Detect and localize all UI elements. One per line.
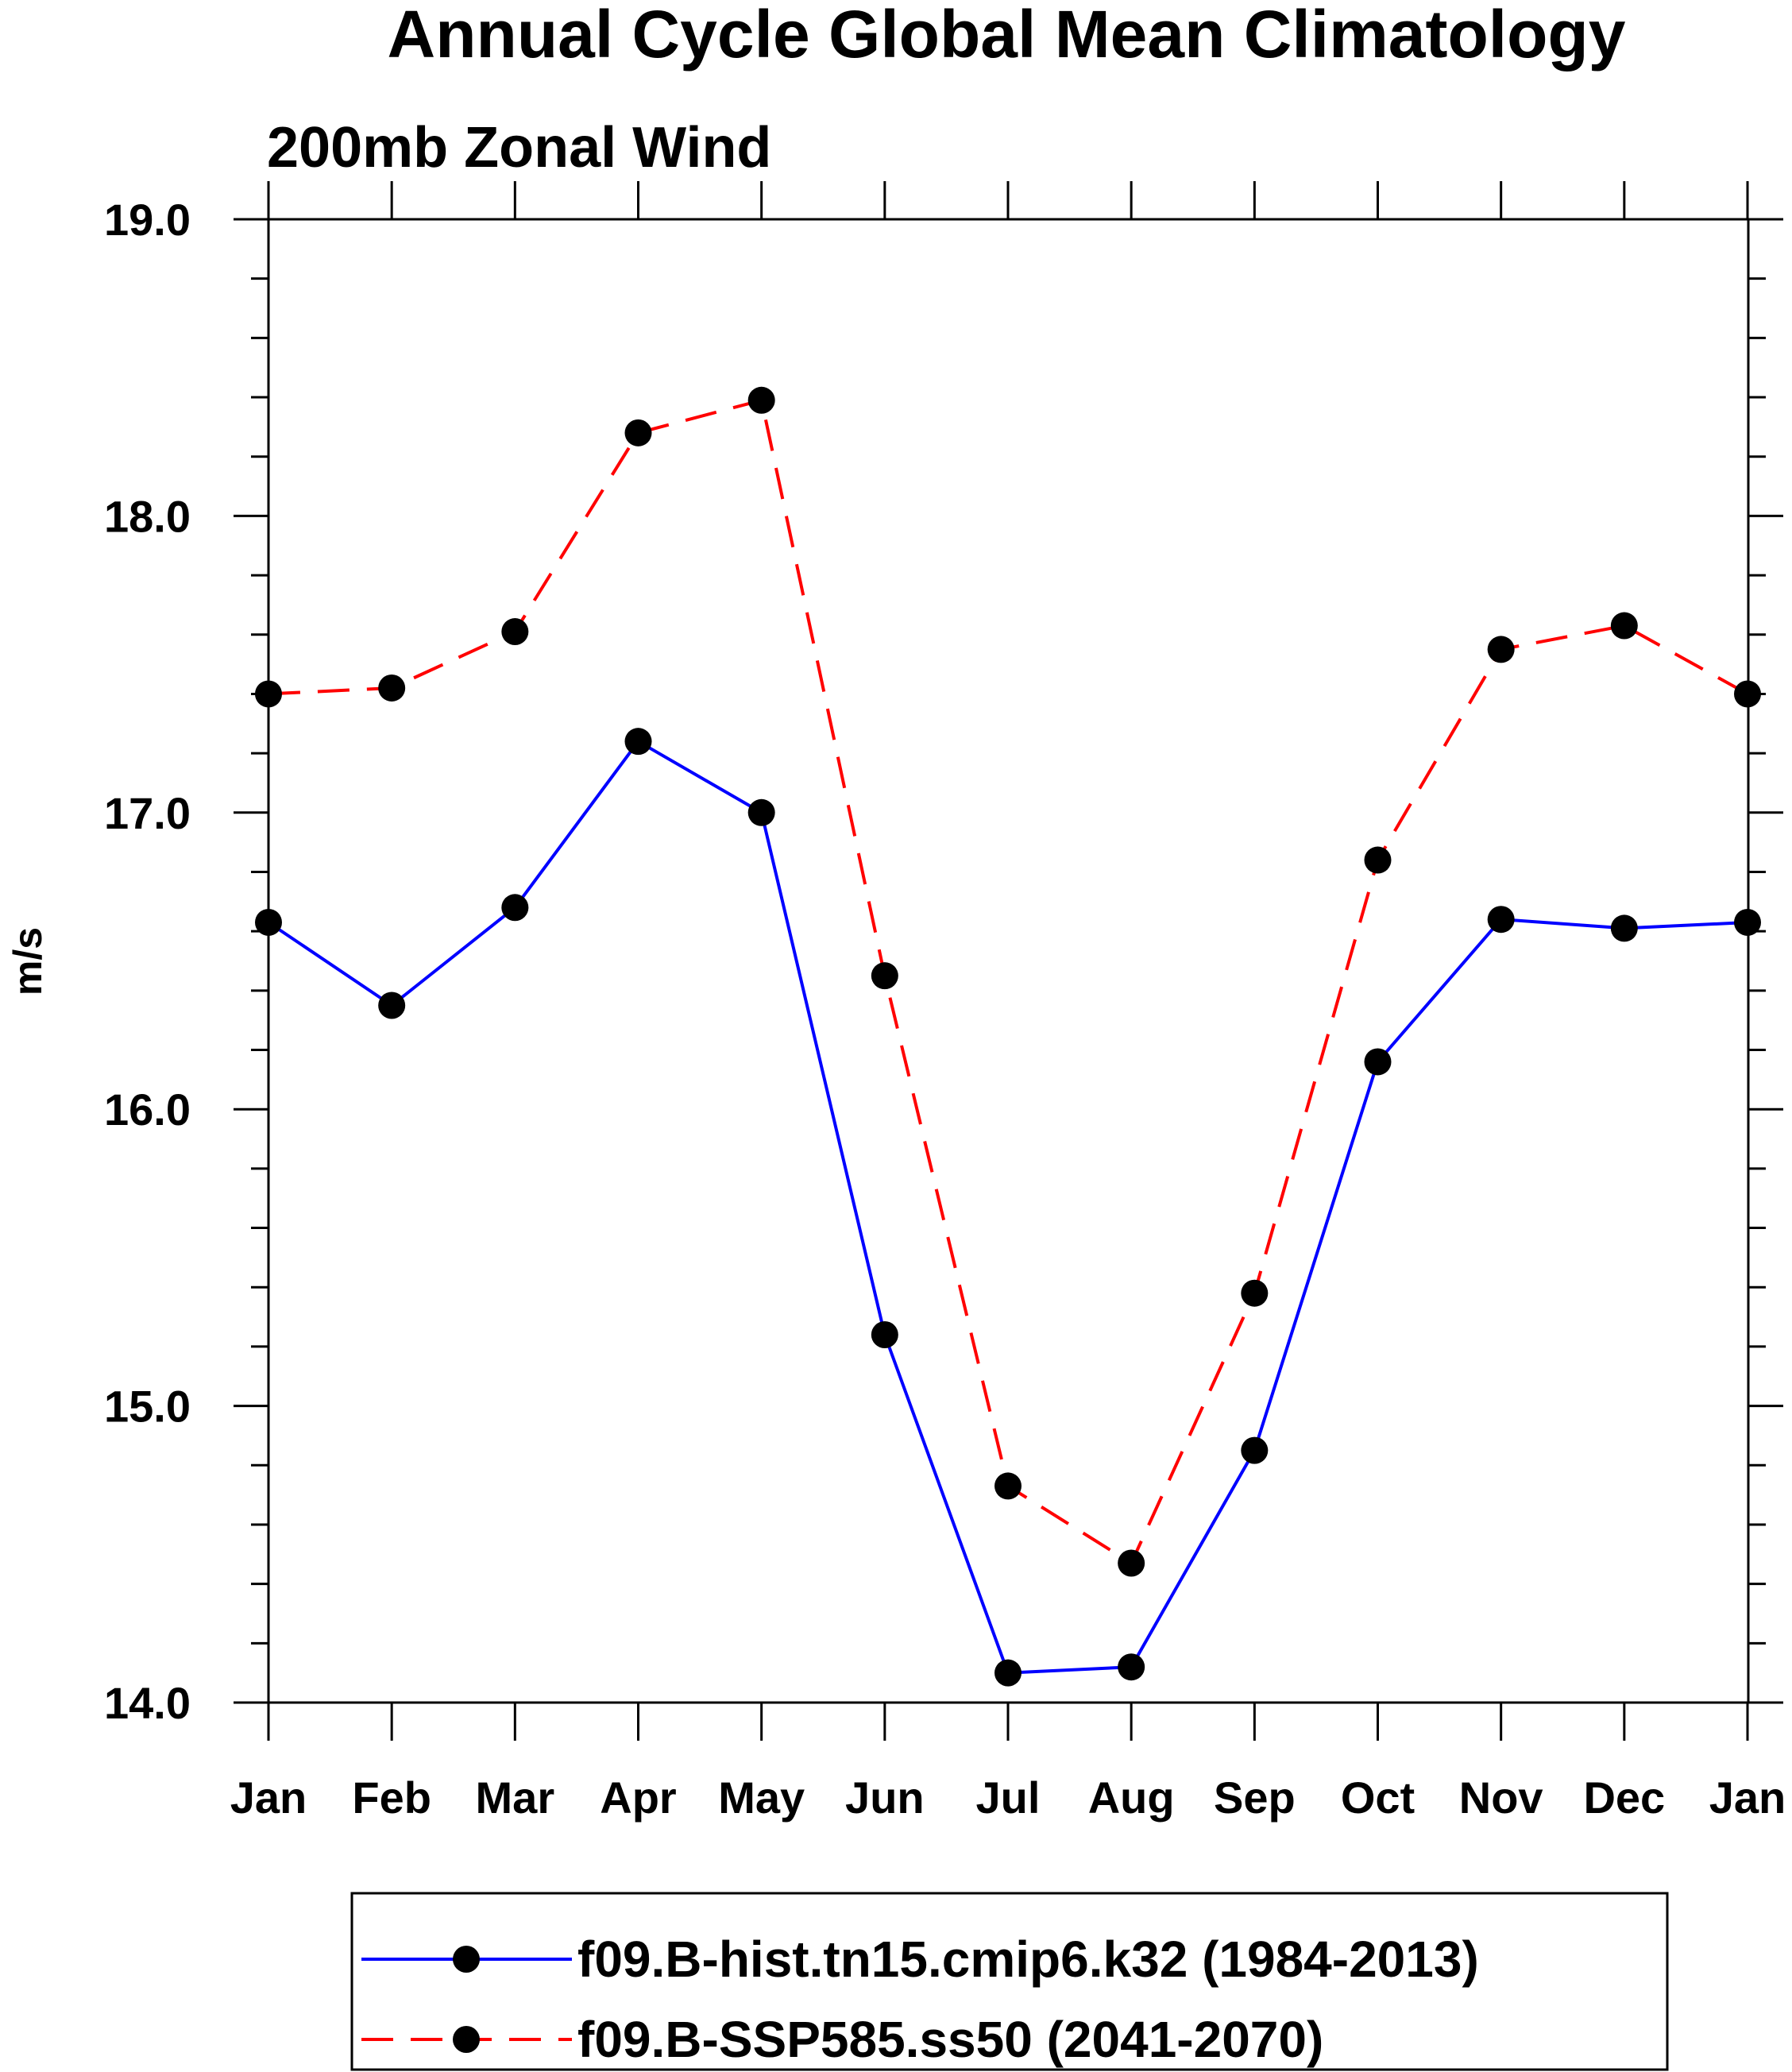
data-point-series-1 bbox=[1118, 1653, 1145, 1681]
data-point-series-2 bbox=[1118, 1549, 1145, 1577]
y-tick-label: 14.0 bbox=[104, 1678, 191, 1728]
data-point-series-1 bbox=[747, 798, 775, 826]
data-point-series-1 bbox=[1734, 908, 1761, 936]
data-point-series-2 bbox=[1364, 846, 1392, 874]
x-tick-label: Jan bbox=[1709, 1772, 1786, 1823]
y-tick-labels: 14.0 15.0 16.0 17.0 18.0 19.0 bbox=[104, 195, 191, 1728]
series-points bbox=[255, 386, 1761, 1687]
data-point-series-1 bbox=[255, 908, 282, 936]
x-tick-label: Jan bbox=[230, 1772, 307, 1823]
series-line-2 bbox=[268, 398, 1748, 1565]
data-point-series-1 bbox=[994, 1659, 1022, 1687]
x-tick-label: Oct bbox=[1341, 1772, 1415, 1823]
axis-ticks bbox=[234, 181, 1783, 1741]
data-point-series-1 bbox=[1241, 1436, 1269, 1464]
data-point-series-1 bbox=[378, 992, 406, 1019]
data-point-series-1 bbox=[1487, 906, 1515, 934]
x-tick-label: May bbox=[718, 1772, 805, 1823]
x-tick-label: Sep bbox=[1214, 1772, 1296, 1823]
data-point-series-2 bbox=[747, 386, 775, 414]
data-point-series-1 bbox=[1610, 914, 1638, 942]
y-tick-label: 15.0 bbox=[104, 1382, 191, 1432]
y-tick-label: 19.0 bbox=[104, 195, 191, 245]
data-point-series-1 bbox=[624, 728, 652, 756]
data-point-series-1 bbox=[871, 1320, 898, 1348]
x-tick-labels: Jan Feb Mar Apr May Jun Jul Aug Sep Oct Nov Dec Jan bbox=[230, 1772, 1786, 1823]
data-point-series-2 bbox=[1241, 1279, 1269, 1307]
data-point-series-2 bbox=[255, 680, 282, 708]
data-point-series-2 bbox=[1734, 680, 1761, 708]
chart-title: Annual Cycle Global Mean Climatology bbox=[388, 0, 1626, 72]
x-tick-label: Aug bbox=[1088, 1772, 1175, 1823]
data-point-series-2 bbox=[994, 1472, 1022, 1500]
legend-marker-series-2 bbox=[453, 2026, 480, 2053]
x-tick-label: Apr bbox=[600, 1772, 676, 1823]
series-line-1 bbox=[267, 740, 1748, 1675]
data-point-series-2 bbox=[501, 618, 529, 646]
y-tick-label: 18.0 bbox=[104, 491, 191, 541]
x-tick-label: Feb bbox=[352, 1772, 431, 1823]
x-tick-label: Dec bbox=[1583, 1772, 1665, 1823]
data-point-series-1 bbox=[1364, 1048, 1392, 1076]
data-point-series-2 bbox=[624, 419, 652, 446]
legend-marker-series-1 bbox=[453, 1946, 480, 1973]
legend-label-series-1: f09.B-hist.tn15.cmip6.k32 (1984-2013) bbox=[577, 1931, 1479, 1988]
x-tick-label: Mar bbox=[476, 1772, 555, 1823]
y-axis-label: m/s bbox=[6, 927, 50, 995]
data-point-series-2 bbox=[871, 962, 898, 990]
x-tick-label: Jul bbox=[976, 1772, 1041, 1823]
data-point-series-2 bbox=[1610, 612, 1638, 640]
x-tick-label: Jun bbox=[845, 1772, 925, 1823]
y-tick-label: 17.0 bbox=[104, 788, 191, 838]
chart-subtitle: 200mb Zonal Wind bbox=[267, 116, 771, 180]
data-point-series-1 bbox=[501, 894, 529, 922]
data-point-series-2 bbox=[1487, 636, 1515, 663]
data-point-series-2 bbox=[378, 674, 406, 702]
legend-label-series-2: f09.B-SSP585.ss50 (2041-2070) bbox=[577, 2011, 1323, 2068]
x-tick-label: Nov bbox=[1459, 1772, 1543, 1823]
legend: f09.B-hist.tn15.cmip6.k32 (1984-2013) f0… bbox=[350, 1892, 1669, 2071]
y-tick-label: 16.0 bbox=[104, 1084, 191, 1135]
